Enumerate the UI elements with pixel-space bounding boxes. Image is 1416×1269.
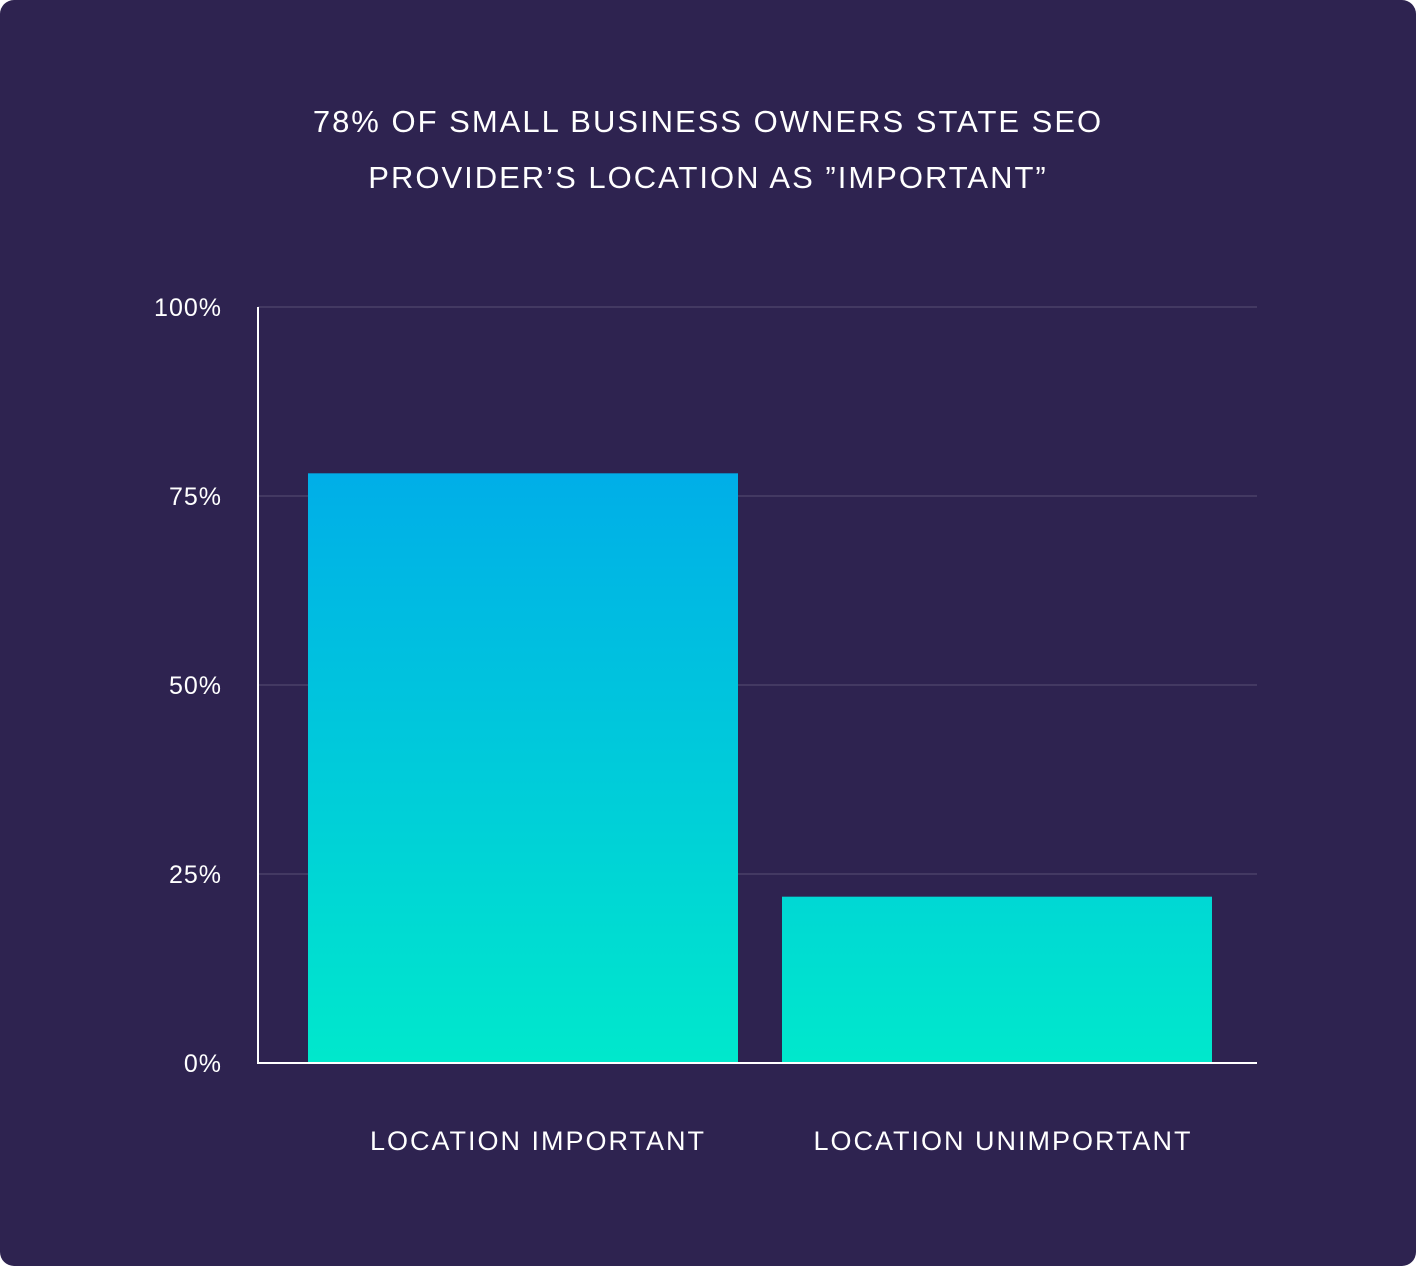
y-tick-label-75: 75%: [169, 483, 222, 511]
y-tick-label-25: 25%: [169, 861, 222, 889]
y-tick-label-100: 100%: [154, 294, 222, 322]
y-tick-label-0: 0%: [184, 1050, 222, 1078]
x-category-label-2: LOCATION UNIMPORTANT: [813, 1126, 1192, 1156]
bars: [308, 473, 1212, 1063]
chart-title-line-2: PROVIDER’S LOCATION AS ”IMPORTANT”: [368, 160, 1048, 195]
chart-title-line-1: 78% OF SMALL BUSINESS OWNERS STATE SEO: [312, 104, 1104, 139]
bar-location-important: [308, 473, 738, 1063]
bar-location-unimportant: [782, 896, 1212, 1063]
axes: [257, 307, 1257, 1064]
chart-title: 78% OF SMALL BUSINESS OWNERS STATE SEO P…: [0, 94, 1416, 206]
y-tick-label-50: 50%: [169, 672, 222, 700]
x-axis-categories: LOCATION IMPORTANT LOCATION UNIMPORTANT: [370, 1126, 1192, 1156]
y-axis-ticks: 0% 25% 50% 75% 100%: [154, 294, 222, 1078]
x-category-label-1: LOCATION IMPORTANT: [370, 1126, 706, 1156]
